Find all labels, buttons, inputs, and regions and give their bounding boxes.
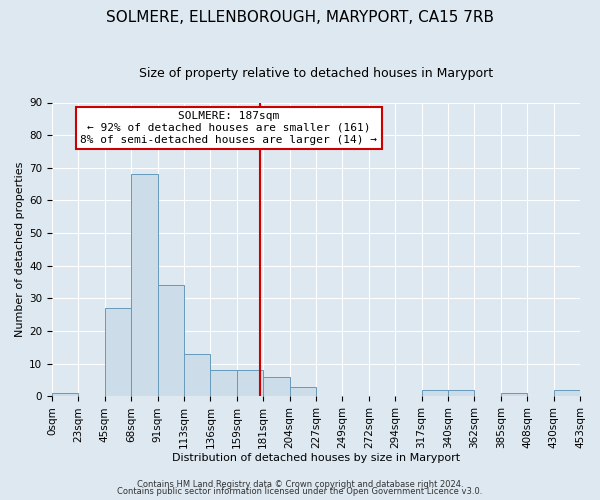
Bar [554, 390, 580, 396]
Bar [105, 308, 131, 396]
Bar [290, 386, 316, 396]
Bar [501, 393, 527, 396]
Bar [237, 370, 263, 396]
X-axis label: Distribution of detached houses by size in Maryport: Distribution of detached houses by size … [172, 452, 460, 462]
Text: Contains public sector information licensed under the Open Government Licence v3: Contains public sector information licen… [118, 488, 482, 496]
Text: Contains HM Land Registry data © Crown copyright and database right 2024.: Contains HM Land Registry data © Crown c… [137, 480, 463, 489]
Bar [131, 174, 158, 396]
Title: Size of property relative to detached houses in Maryport: Size of property relative to detached ho… [139, 68, 493, 80]
Bar [422, 390, 448, 396]
Bar [448, 390, 475, 396]
Bar [211, 370, 237, 396]
Bar [158, 286, 184, 397]
Bar [184, 354, 211, 397]
Bar [263, 377, 290, 396]
Bar [52, 393, 79, 396]
Text: SOLMERE: 187sqm
← 92% of detached houses are smaller (161)
8% of semi-detached h: SOLMERE: 187sqm ← 92% of detached houses… [80, 112, 377, 144]
Text: SOLMERE, ELLENBOROUGH, MARYPORT, CA15 7RB: SOLMERE, ELLENBOROUGH, MARYPORT, CA15 7R… [106, 10, 494, 25]
Y-axis label: Number of detached properties: Number of detached properties [15, 162, 25, 337]
